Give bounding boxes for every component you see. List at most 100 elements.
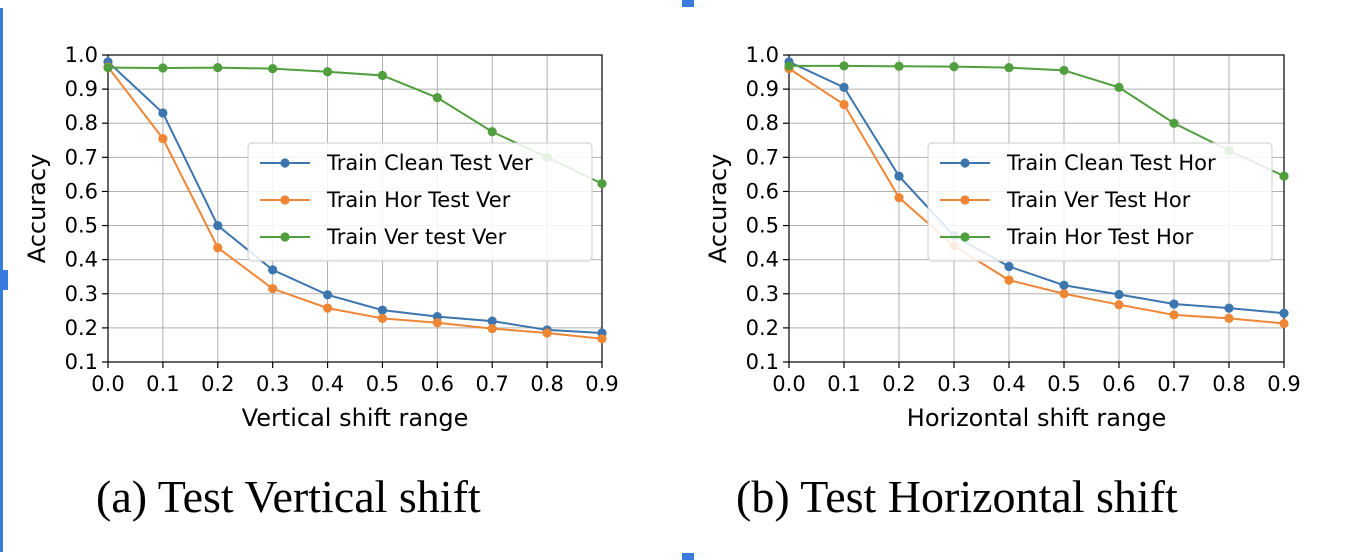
- legend-swatch-marker: [280, 158, 290, 168]
- caption-b: (b) Test Horizontal shift: [736, 471, 1178, 522]
- y-tick-label: 0.3: [746, 282, 779, 306]
- y-tick-label: 0.6: [746, 179, 779, 203]
- y-tick-label: 1.0: [746, 43, 779, 67]
- data-point: [542, 328, 552, 338]
- x-tick-label: 0.9: [585, 372, 618, 396]
- x-tick-label: 0.1: [827, 372, 860, 396]
- data-point: [103, 63, 113, 73]
- y-tick-label: 0.4: [65, 248, 98, 272]
- data-point: [839, 61, 849, 71]
- legend-label: Train Clean Test Hor: [1006, 151, 1216, 175]
- selection-marker: [0, 270, 8, 290]
- x-axis-label: Vertical shift range: [242, 404, 469, 432]
- data-point: [1004, 63, 1014, 73]
- plot-frame: [107, 54, 603, 363]
- legend-label: Train Hor Test Hor: [1006, 225, 1194, 249]
- data-point: [158, 133, 168, 144]
- data-point: [268, 265, 278, 275]
- x-tick-label: 0.0: [772, 372, 805, 396]
- y-tick-label: 0.2: [65, 316, 98, 340]
- legend-swatch-marker: [960, 158, 970, 168]
- caption-a: (a) Test Vertical shift: [96, 471, 481, 522]
- data-point: [158, 108, 168, 118]
- selection-marker: [682, 553, 694, 560]
- legend-swatch-marker: [960, 232, 970, 242]
- y-tick-label: 0.2: [746, 316, 779, 340]
- y-axis-label: Accuracy: [23, 154, 51, 264]
- x-tick-label: 0.8: [530, 372, 563, 396]
- y-tick-label: 0.1: [65, 350, 98, 374]
- y-tick-label: 0.8: [65, 111, 98, 135]
- data-point: [597, 334, 607, 344]
- data-point: [487, 127, 497, 137]
- y-tick-label: 0.7: [746, 145, 779, 169]
- data-point: [432, 318, 442, 328]
- legend-swatch-marker: [280, 195, 290, 205]
- x-tick-label: 0.5: [366, 372, 399, 396]
- legend-swatch-marker: [280, 232, 290, 242]
- legend: Train Clean Test Ver Train Hor Test Ver Tr…: [247, 142, 593, 262]
- data-point: [377, 313, 388, 323]
- data-point: [1059, 289, 1069, 299]
- legend-label: Train Clean Test Ver: [326, 151, 533, 175]
- data-point: [1169, 118, 1179, 128]
- x-axis-label: Horizontal shift range: [907, 404, 1166, 432]
- data-point: [839, 99, 849, 110]
- x-tick-label: 0.9: [1267, 372, 1300, 396]
- data-point: [322, 303, 333, 313]
- data-point: [1114, 300, 1124, 310]
- x-tick-label: 0.7: [1157, 372, 1190, 396]
- data-point: [213, 63, 223, 73]
- data-point: [1169, 299, 1179, 309]
- data-point: [597, 178, 607, 189]
- data-point: [213, 220, 223, 231]
- data-point: [487, 316, 497, 326]
- y-tick-label: 0.6: [65, 179, 98, 203]
- y-tick-label: 0.7: [65, 145, 98, 169]
- data-point: [1004, 275, 1014, 285]
- x-tick-label: 0.7: [476, 372, 509, 396]
- data-point: [1224, 313, 1234, 323]
- data-point: [377, 305, 388, 315]
- x-tick-label: 0.1: [146, 372, 179, 396]
- series-line-path: [107, 61, 603, 335]
- series-line: [103, 62, 607, 344]
- data-point: [894, 171, 904, 181]
- data-point: [1114, 289, 1124, 300]
- data-point: [213, 243, 223, 253]
- data-point: [1169, 310, 1179, 320]
- data-point: [1224, 303, 1234, 313]
- y-tick-label: 0.9: [746, 77, 779, 101]
- x-tick-label: 0.8: [1212, 372, 1245, 396]
- data-point: [1059, 280, 1069, 290]
- data-point: [322, 67, 333, 77]
- x-tick-label: 0.4: [992, 372, 1025, 396]
- data-point: [949, 61, 959, 72]
- legend-label: Train Ver test Ver: [326, 225, 507, 249]
- data-point: [268, 284, 278, 294]
- data-point: [1059, 65, 1069, 75]
- x-tick-label: 0.6: [1102, 372, 1135, 396]
- x-tick-label: 0.3: [256, 372, 289, 396]
- data-point: [894, 61, 904, 71]
- x-tick-label: 0.2: [201, 372, 234, 396]
- data-point: [894, 192, 904, 203]
- y-tick-label: 0.5: [746, 214, 779, 238]
- x-tick-label: 0.2: [882, 372, 915, 396]
- y-tick-label: 0.3: [65, 282, 98, 306]
- data-point: [784, 61, 794, 71]
- x-tick-label: 0.6: [421, 372, 454, 396]
- legend-label: Train Hor Test Ver: [326, 188, 511, 212]
- y-tick-label: 0.9: [65, 77, 98, 101]
- series-line-path: [107, 66, 603, 340]
- x-tick-label: 0.0: [91, 372, 124, 396]
- data-point: [1279, 318, 1289, 329]
- y-tick-label: 0.4: [746, 248, 779, 272]
- legend: Train Clean Test Hor Train Ver Test Hor Tr…: [927, 142, 1273, 262]
- data-point: [268, 64, 278, 74]
- data-point: [839, 82, 849, 93]
- series-line-path: [789, 64, 1285, 178]
- plot-frame: [788, 54, 1285, 363]
- legend-label: Train Ver Test Hor: [1006, 188, 1191, 212]
- chart-b: 0.0 0.1 0.2 0.3 0.4 0.5 0.6 0.7 0.8 0.90.10.20.30…: [704, 43, 1301, 432]
